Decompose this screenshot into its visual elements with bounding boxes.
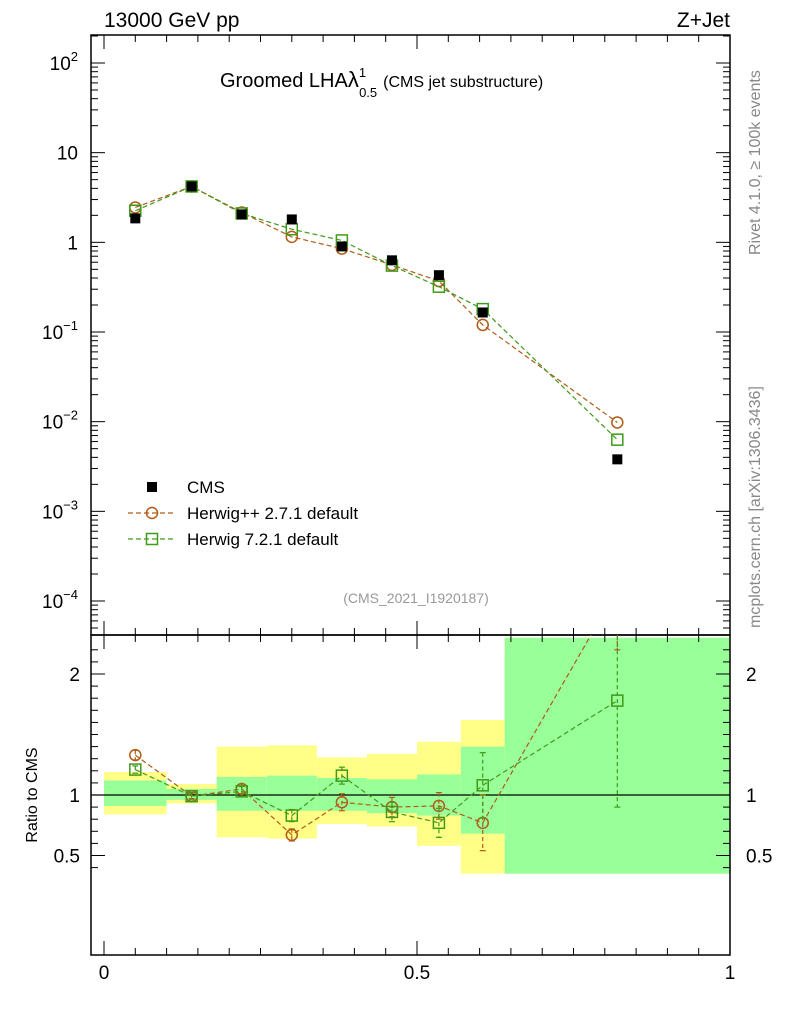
herwig7-point <box>385 805 399 819</box>
legend-label: CMS <box>187 478 225 497</box>
y-tick-exp: −3 <box>63 497 78 512</box>
process-label: Z+Jet <box>677 9 730 32</box>
y-tick-base: 10 <box>42 323 63 344</box>
main-x-ticks <box>103 35 731 635</box>
legend-label: Herwig++ 2.7.1 default <box>187 504 358 523</box>
ratio-y-tick-label: 0.5 <box>54 847 80 868</box>
x-tick-label: 0.5 <box>404 963 430 984</box>
y-tick-exp: −2 <box>63 408 78 423</box>
herwig7-point <box>185 180 198 193</box>
y-tick-base: 1 <box>67 233 78 254</box>
cms-data-point <box>147 482 157 492</box>
herwigpp-point <box>285 828 299 842</box>
cms-data-point <box>236 209 247 220</box>
collision-label: 13000 GeV pp <box>104 9 239 32</box>
cms-data-point <box>477 307 488 318</box>
ratio-y-label: Ratio to CMS <box>24 747 41 842</box>
y-tick-label: 10−2 <box>42 408 78 434</box>
y-tick-label: 10−3 <box>42 497 78 523</box>
cms-data-point <box>336 241 347 252</box>
herwigpp-point <box>476 318 489 332</box>
cms-data-point <box>186 181 197 192</box>
y-tick-exp: −1 <box>63 318 78 333</box>
title-suffix: (CMS jet substructure) <box>383 74 543 91</box>
ratio-y-tick-label: 1 <box>69 786 80 807</box>
ratio-y-axis: 0.5 0.5 1 1 2 2 <box>54 649 772 869</box>
band-green <box>104 780 167 806</box>
legend-label: Herwig 7.2.1 default <box>187 530 338 549</box>
title-main: Groomed LHA <box>220 70 348 92</box>
y-tick-label: 10 <box>57 144 78 165</box>
analysis-id: (CMS_2021_I1920187) <box>343 590 489 606</box>
herwigpp-point <box>129 748 142 762</box>
y-tick-label: 10−1 <box>42 318 78 344</box>
plot-title: Groomed LHAλ1 0.5 (CMS jet substructure) <box>220 65 543 100</box>
mcplots-label: mcplots.cern.ch [arXiv:1306.3436] <box>747 386 764 628</box>
ratio-series-group <box>129 584 624 852</box>
herwigpp-point <box>145 506 159 520</box>
cms-data-point <box>130 213 141 224</box>
herwigpp-point <box>285 230 299 244</box>
ratio-y-tick-label-right: 1 <box>746 786 757 807</box>
herwigpp-point <box>612 584 623 595</box>
y-tick-label: 1 <box>67 233 78 254</box>
rivet-version-label: Rivet 4.1.0, ≥ 100k events <box>747 70 764 255</box>
cms-data-point <box>612 454 623 465</box>
y-tick-exp: −4 <box>63 587 78 602</box>
herwigpp-point <box>611 416 624 429</box>
title-lambda: λ <box>348 67 359 92</box>
ratio-y-tick-label-right: 0.5 <box>746 847 772 868</box>
herwig7-point <box>145 532 159 546</box>
cms-data-point <box>386 255 397 266</box>
ratio-series <box>129 635 624 838</box>
ratio-uncertainty-bands <box>104 637 730 874</box>
y-tick-label: 10−4 <box>42 587 78 613</box>
herwig7-point <box>235 785 248 798</box>
herwig7-point <box>335 769 349 782</box>
title-superscript: 1 <box>359 65 366 80</box>
band-green <box>266 775 317 811</box>
herwig7-point <box>611 433 624 446</box>
y-tick-base: 10 <box>42 502 63 523</box>
title-subscript: 0.5 <box>359 85 377 100</box>
ratio-y-tick-label-right: 2 <box>746 665 757 686</box>
x-tick-label: 1 <box>725 963 736 984</box>
herwig7-point <box>285 809 299 822</box>
y-tick-base: 10 <box>42 592 63 613</box>
series-line <box>135 185 618 423</box>
y-tick-base: 10 <box>42 413 63 434</box>
y-tick-base: 10 <box>57 144 78 165</box>
herwig7-point <box>432 816 446 830</box>
x-tick-label: 0 <box>99 963 110 984</box>
series-line <box>135 185 618 441</box>
cms-data-point <box>433 270 444 281</box>
herwig7-point <box>611 694 624 707</box>
cms-data-point <box>286 214 297 225</box>
legend: CMS Herwig++ 2.7.1 default Herwig 7.2.1 de… <box>128 478 358 549</box>
herwig7-point <box>476 779 489 792</box>
main-series-group <box>129 180 624 465</box>
ratio-x-axis: 0 0.5 1 <box>99 635 736 984</box>
herwig7-point <box>185 789 198 803</box>
y-tick-label: 102 <box>50 49 78 75</box>
herwigpp-point <box>335 796 349 809</box>
herwig7-point <box>432 280 446 293</box>
y-tick-base: 10 <box>50 54 71 75</box>
herwig7-point <box>129 763 142 776</box>
y-tick-exp: 2 <box>71 49 78 64</box>
ratio-y-tick-label: 2 <box>69 665 80 686</box>
